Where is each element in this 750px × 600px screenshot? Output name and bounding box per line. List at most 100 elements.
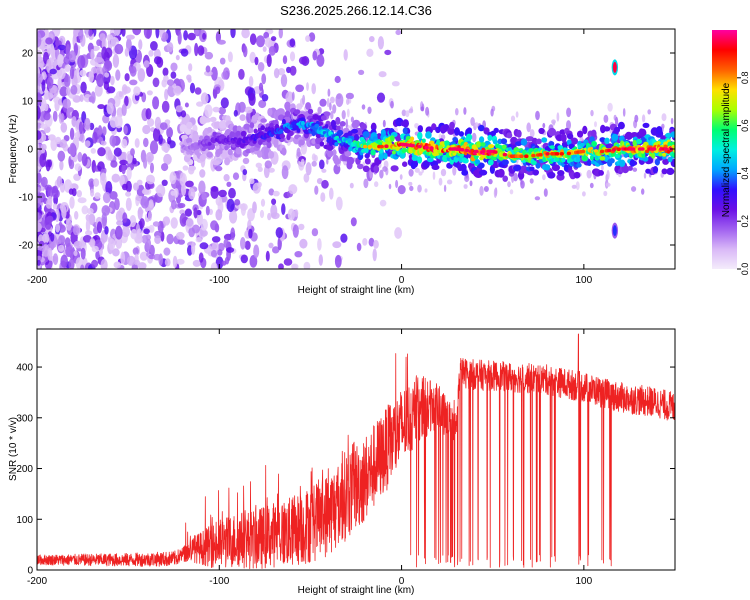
noise-blob — [641, 188, 645, 195]
noise-blob — [200, 92, 209, 105]
noise-blob — [139, 251, 148, 261]
ridge-cell — [636, 138, 642, 145]
ridge-cell — [569, 137, 579, 145]
noise-blob — [382, 119, 386, 128]
noise-blob — [198, 180, 206, 195]
ridge-hotspot — [663, 147, 669, 151]
noise-blob — [143, 157, 148, 169]
noise-blob — [350, 116, 354, 123]
noise-blob — [80, 81, 87, 94]
noise-blob — [52, 110, 58, 122]
noise-blob — [166, 126, 174, 139]
noise-blob — [45, 37, 53, 45]
noise-blob — [205, 205, 210, 216]
noise-blob — [334, 254, 342, 268]
noise-blob — [188, 63, 193, 72]
noise-blob — [191, 241, 196, 255]
ridge-cell — [662, 152, 667, 157]
ridge-cell — [577, 130, 584, 138]
noise-blob — [46, 76, 54, 89]
noise-blob — [152, 96, 160, 110]
noise-blob — [248, 92, 256, 106]
noise-blob — [130, 148, 135, 156]
noise-blob — [161, 142, 171, 153]
spurious-signal-core — [612, 225, 617, 237]
ridge-cell — [483, 127, 490, 135]
noise-blob — [37, 166, 41, 172]
noise-blob — [377, 36, 384, 50]
noise-blob — [37, 222, 42, 233]
noise-blob — [49, 68, 57, 75]
noise-blob — [187, 32, 196, 41]
ridge-cell — [362, 131, 370, 138]
noise-blob — [134, 138, 140, 148]
ridge-cell — [568, 143, 575, 150]
noise-blob — [244, 240, 251, 250]
ridge-cell — [453, 156, 459, 163]
noise-blob — [57, 44, 66, 51]
noise-blob — [91, 245, 99, 253]
noise-blob — [40, 143, 47, 151]
noise-blob — [229, 209, 238, 224]
noise-blob — [90, 188, 95, 197]
noise-blob — [218, 189, 227, 198]
ridge-cell — [256, 150, 263, 158]
noise-blob — [100, 259, 108, 269]
ridge-cell — [575, 156, 581, 163]
noise-blob — [149, 140, 159, 155]
colorbar-label: Normalized spectral amplitude — [721, 82, 732, 217]
spectrogram-x-tick-label: 100 — [576, 275, 593, 286]
noise-blob — [643, 172, 647, 179]
noise-blob — [332, 104, 337, 114]
noise-blob — [367, 106, 372, 115]
noise-blob — [171, 199, 177, 210]
ridge-cell — [621, 165, 630, 174]
noise-blob — [326, 97, 330, 108]
noise-blob — [125, 34, 135, 40]
noise-blob — [194, 42, 199, 57]
ridge-cell — [532, 137, 538, 145]
noise-blob — [170, 217, 178, 229]
noise-blob — [109, 135, 117, 147]
noise-blob — [226, 198, 235, 212]
ridge-cell — [357, 163, 364, 170]
noise-blob — [43, 112, 51, 121]
ridge-cell — [235, 147, 242, 155]
noise-blob — [408, 181, 413, 186]
noise-blob — [470, 117, 475, 126]
noise-blob — [41, 79, 46, 92]
noise-blob — [443, 184, 447, 192]
ridge-cell — [199, 144, 203, 149]
noise-blob — [133, 182, 139, 191]
noise-blob — [106, 86, 116, 94]
noise-blob — [264, 37, 272, 48]
noise-blob — [92, 131, 98, 144]
ridge-cell — [582, 125, 588, 135]
ridge-cell — [188, 165, 196, 171]
ridge-cell — [253, 128, 258, 134]
snr-frame — [36, 328, 676, 571]
noise-blob — [162, 67, 169, 77]
ridge-cell — [662, 158, 669, 165]
noise-blob — [258, 82, 264, 92]
noise-blob — [670, 117, 674, 125]
ridge-hotspot — [464, 148, 470, 153]
ridge-cell — [466, 133, 473, 141]
noise-blob — [507, 181, 511, 188]
noise-blob — [161, 100, 170, 113]
ridge-cell — [604, 137, 610, 144]
ridge-cell — [186, 121, 193, 129]
noise-blob — [194, 87, 202, 95]
noise-blob — [622, 108, 626, 117]
noise-blob — [210, 186, 219, 199]
noise-blob — [79, 69, 87, 77]
noise-blob — [542, 174, 546, 181]
ridge-cell — [460, 163, 467, 172]
noise-blob — [299, 238, 308, 249]
ridge-hotspot — [611, 148, 617, 152]
noise-blob — [211, 66, 218, 81]
ridge-cell — [390, 165, 399, 172]
ridge-cell — [478, 124, 485, 132]
noise-blob — [81, 205, 89, 215]
noise-blob — [379, 199, 387, 207]
